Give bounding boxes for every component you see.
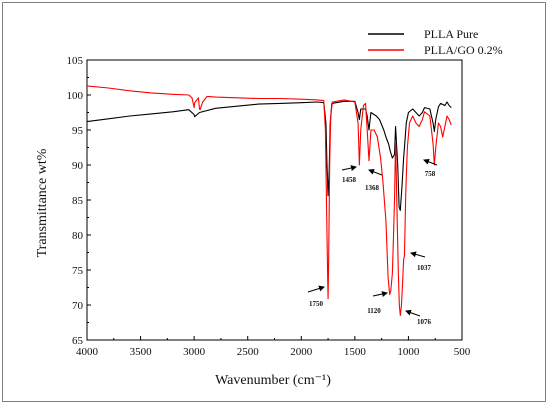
y-tick-label: 95 <box>72 125 84 137</box>
legend-label-series-2: PLLA/GO 0.2% <box>424 43 503 57</box>
annotation-label-1037: 1037 <box>417 264 432 272</box>
annotation-label-1120: 1120 <box>367 307 381 315</box>
x-tick-label: 500 <box>454 346 471 358</box>
x-tick-label: 3500 <box>130 346 153 358</box>
y-tick-label: 90 <box>72 160 84 172</box>
y-tick-label: 100 <box>67 90 84 102</box>
series-layer <box>86 85 452 317</box>
annotation-layer: 1750 1458 1368 1120 1076 1037 758 <box>307 158 438 326</box>
x-tick-label: 1500 <box>344 346 367 358</box>
annotation-label-1750: 1750 <box>309 300 324 308</box>
annotation-arrow-1368 <box>368 168 383 176</box>
annotation-label-1076: 1076 <box>417 318 432 326</box>
x-tick-label: 1000 <box>397 346 420 358</box>
series-line-1 <box>86 100 452 212</box>
annotation-arrow-1037 <box>410 251 426 258</box>
legend-label-series-1: PLLA Pure <box>424 27 478 41</box>
y-axis-ticks: 65 70 75 80 85 90 95 100 105 <box>67 55 91 347</box>
annotation-arrow-1120 <box>372 291 388 297</box>
y-tick-label: 65 <box>72 335 84 347</box>
x-tick-label: 3000 <box>183 346 206 358</box>
legend: PLLA Pure PLLA/GO 0.2% <box>368 27 503 57</box>
annotation-label-758: 758 <box>425 170 436 178</box>
annotation-arrow-1750 <box>307 285 325 293</box>
chart-frame <box>2 2 546 402</box>
annotation-arrow-1458 <box>341 165 357 171</box>
y-axis-title: Transmittance wt% <box>35 148 50 257</box>
x-axis-title: Wavenumber (cm⁻¹) <box>215 373 331 388</box>
annotation-label-1368: 1368 <box>365 184 380 192</box>
y-tick-label: 105 <box>67 55 84 67</box>
y-tick-label: 70 <box>72 300 84 312</box>
x-tick-label: 2500 <box>237 346 260 358</box>
x-axis-ticks: 4000 3500 3000 2500 2000 1500 1000 500 <box>76 336 471 358</box>
annotation-label-1458: 1458 <box>342 176 357 184</box>
y-tick-label: 80 <box>72 230 84 242</box>
y-tick-label: 75 <box>72 265 84 277</box>
y-tick-label: 85 <box>72 195 84 207</box>
series-line-2 <box>86 85 452 317</box>
x-tick-label: 2000 <box>290 346 313 358</box>
annotation-arrow-1076 <box>405 309 421 317</box>
x-tick-label: 4000 <box>76 346 99 358</box>
annotation-arrow-758 <box>423 158 438 166</box>
